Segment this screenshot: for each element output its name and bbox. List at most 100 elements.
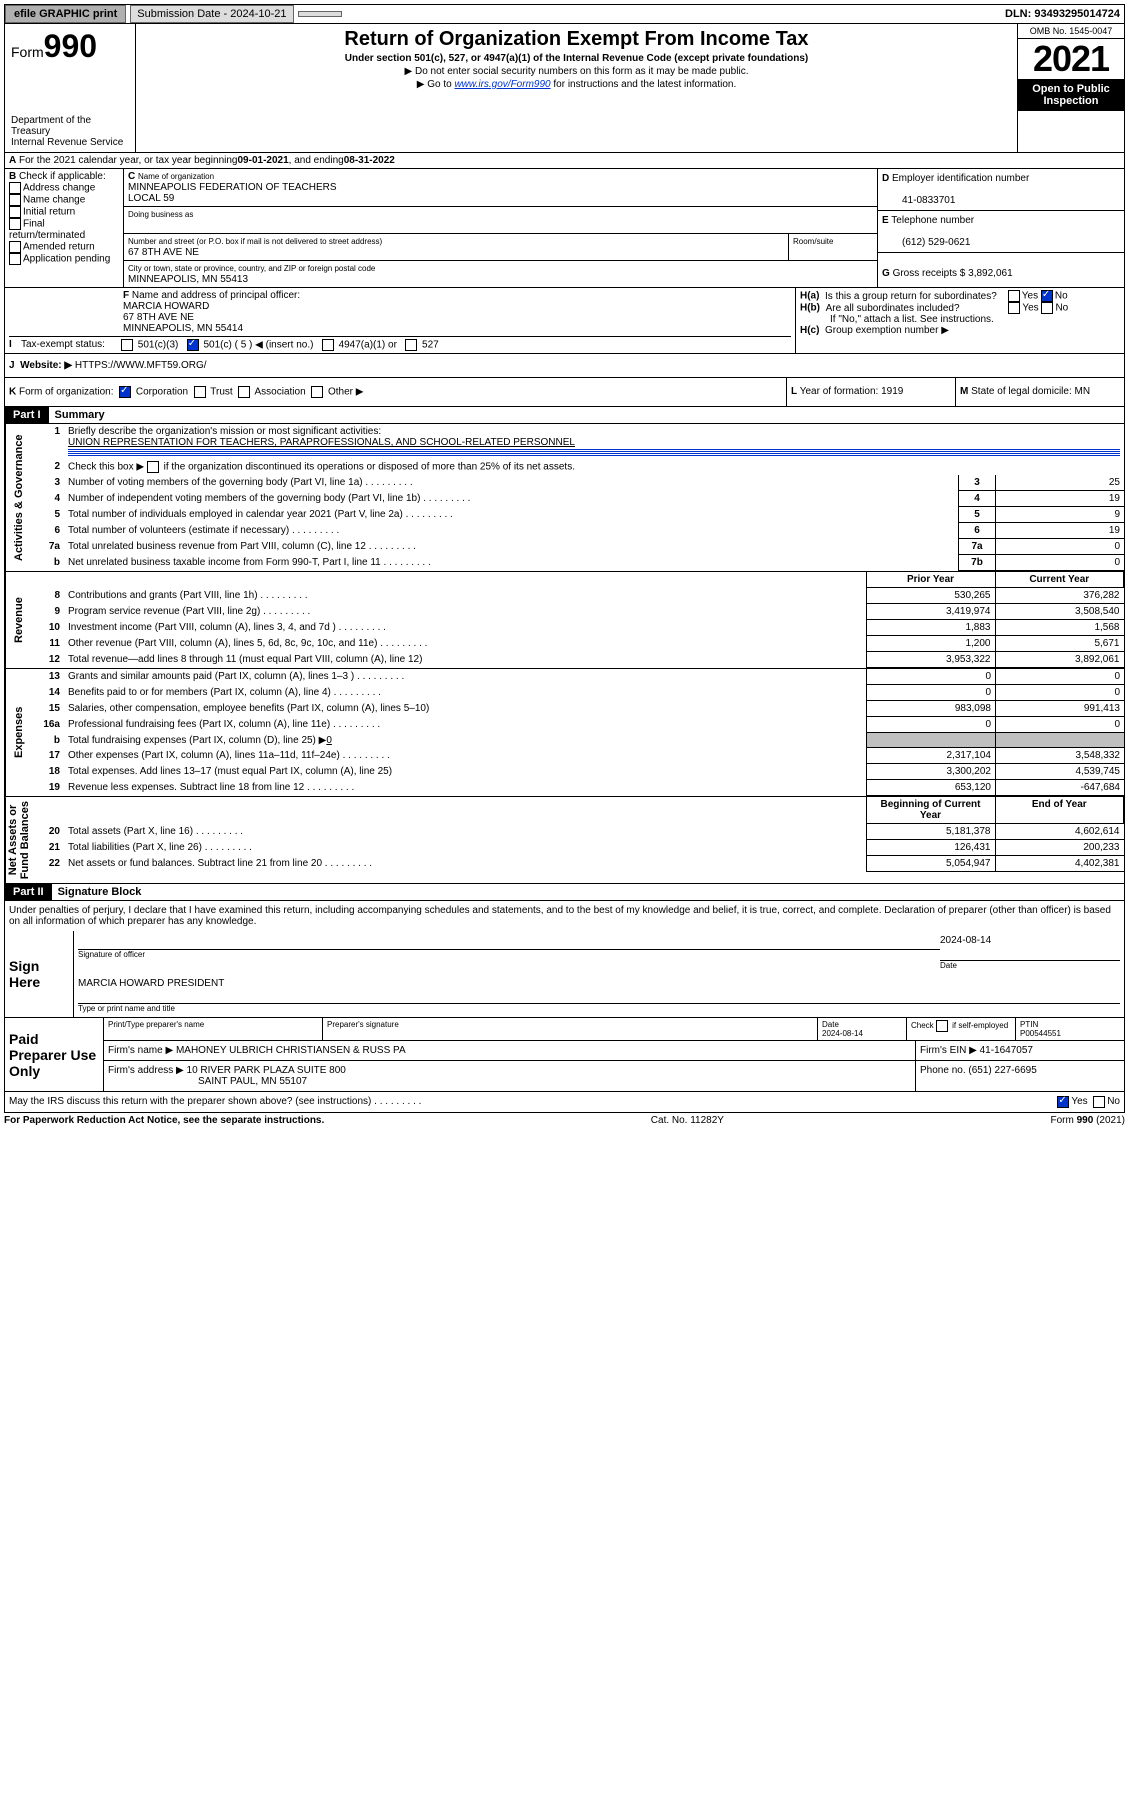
l6-text: Total number of volunteers (estimate if …	[68, 525, 339, 536]
expenses-block: Expenses 13Grants and similar amounts pa…	[4, 669, 1125, 797]
l6-val: 19	[996, 523, 1125, 539]
part1-label: Part I	[5, 407, 49, 423]
vert-netassets: Net Assets or Fund Balances	[5, 797, 32, 883]
i-text: Tax-exempt status:	[21, 339, 121, 351]
ha-yes-checkbox[interactable]	[1008, 290, 1020, 302]
other-checkbox[interactable]	[311, 386, 323, 398]
officer-sign-name: MARCIA HOWARD PRESIDENT	[78, 978, 1120, 989]
hb-note: If "No," attach a list. See instructions…	[800, 314, 1120, 325]
sign-here-label: Sign Here	[5, 931, 74, 1017]
mission-value: UNION REPRESENTATION FOR TEACHERS, PARAP…	[68, 437, 575, 448]
bg-block: B Check if applicable: Address change Na…	[4, 169, 1125, 288]
prep-h4: Check	[911, 1021, 934, 1030]
irs-link[interactable]: www.irs.gov/Form990	[454, 79, 550, 90]
501c3-checkbox[interactable]	[121, 339, 133, 351]
form-word: Form	[11, 44, 44, 60]
l16b-c	[996, 733, 1125, 748]
section-deg: D Employer identification number 41-0833…	[877, 169, 1124, 287]
l22-p: 5,054,947	[866, 856, 995, 872]
l9-num: 9	[32, 604, 64, 620]
trust-checkbox[interactable]	[194, 386, 206, 398]
city-label: City or town, state or province, country…	[128, 264, 375, 273]
m-value: MN	[1075, 386, 1091, 397]
corp-label: Corporation	[136, 387, 188, 398]
self-employed-checkbox[interactable]	[936, 1020, 948, 1032]
l15-text: Salaries, other compensation, employee b…	[68, 703, 429, 714]
m-label: M	[960, 386, 968, 397]
phone-label: Phone no.	[920, 1065, 966, 1076]
vert-activities: Activities & Governance	[5, 424, 32, 571]
hb-yes: Yes	[1022, 303, 1038, 314]
l22-c: 4,402,381	[995, 856, 1124, 872]
summary-table-ag: 1 Briefly describe the organization's mi…	[32, 424, 1124, 571]
line1-num: 1	[32, 424, 64, 459]
efile-button[interactable]: efile GRAPHIC print	[5, 5, 126, 23]
l2-checkbox[interactable]	[147, 461, 159, 473]
sign-date: 2024-08-14	[940, 935, 1120, 946]
org-name: MINNEAPOLIS FEDERATION OF TEACHERS	[128, 182, 337, 193]
paid-prep-label: Paid Preparer Use Only	[5, 1018, 104, 1091]
4947-checkbox[interactable]	[322, 339, 334, 351]
k-text: Form of organization:	[19, 387, 114, 398]
l17-p: 2,317,104	[867, 748, 996, 764]
penalties-text: Under penalties of perjury, I declare th…	[4, 901, 1125, 931]
app-pending-checkbox[interactable]	[9, 253, 21, 265]
l18-c: 4,539,745	[996, 764, 1125, 780]
amended-label: Amended return	[23, 242, 95, 253]
l7b-text: Net unrelated business taxable income fr…	[68, 557, 431, 568]
discuss-row: May the IRS discuss this return with the…	[4, 1092, 1125, 1113]
l7b-num: b	[32, 555, 64, 571]
final-return-checkbox[interactable]	[9, 218, 21, 230]
part1-title: Summary	[49, 409, 105, 421]
part1-header: Part I Summary	[4, 407, 1125, 424]
prep-h5: PTIN	[1020, 1020, 1038, 1029]
hb-yes-checkbox[interactable]	[1008, 302, 1020, 314]
org-name2: LOCAL 59	[128, 193, 174, 204]
dln: DLN: 93493295014724	[1005, 8, 1124, 20]
l16b-p	[867, 733, 996, 748]
assoc-checkbox[interactable]	[238, 386, 250, 398]
corp-checkbox[interactable]	[119, 386, 131, 398]
l6-box: 6	[959, 523, 996, 539]
spacer-box	[298, 11, 342, 17]
a-begin: 09-01-2021	[238, 155, 289, 166]
l8-c: 376,282	[995, 588, 1124, 604]
l21-text: Total liabilities (Part X, line 26)	[68, 842, 252, 853]
l21-c: 200,233	[995, 840, 1124, 856]
501c5-checkbox[interactable]	[187, 339, 199, 351]
prep-h3: Date	[822, 1020, 839, 1029]
a-label: A	[9, 155, 16, 166]
discuss-yes-checkbox[interactable]	[1057, 1096, 1069, 1108]
l10-text: Investment income (Part VIII, column (A)…	[68, 622, 386, 633]
l16a-num: 16a	[32, 717, 64, 733]
hb-no-checkbox[interactable]	[1041, 302, 1053, 314]
firm-label: Firm's name ▶	[108, 1045, 173, 1056]
name-change-checkbox[interactable]	[9, 194, 21, 206]
amended-checkbox[interactable]	[9, 241, 21, 253]
l7a-text: Total unrelated business revenue from Pa…	[68, 541, 416, 552]
addr-change-checkbox[interactable]	[9, 182, 21, 194]
l3-val: 25	[996, 475, 1125, 491]
l15-num: 15	[32, 701, 64, 717]
initial-return-checkbox[interactable]	[9, 206, 21, 218]
527-checkbox[interactable]	[405, 339, 417, 351]
527-label: 527	[422, 340, 439, 351]
gross-receipts: 3,892,061	[968, 268, 1013, 279]
l16b-text: Total fundraising expenses (Part IX, col…	[68, 735, 326, 746]
firm-addr2: SAINT PAUL, MN 55107	[108, 1076, 307, 1087]
discuss-no-checkbox[interactable]	[1093, 1096, 1105, 1108]
ha-no-checkbox[interactable]	[1041, 290, 1053, 302]
dba-label: Doing business as	[128, 210, 193, 219]
l19-p: 653,120	[867, 780, 996, 796]
l18-text: Total expenses. Add lines 13–17 (must eq…	[68, 766, 392, 777]
l19-c: -647,684	[996, 780, 1125, 796]
l3-num: 3	[32, 475, 64, 491]
l7a-num: 7a	[32, 539, 64, 555]
footer-right: Form 990 (2021)	[1051, 1115, 1125, 1126]
form-number: 990	[44, 28, 97, 64]
form-subtitle: Under section 501(c), 527, or 4947(a)(1)…	[142, 53, 1011, 64]
instruction-2: ▶ Go to www.irs.gov/Form990 for instruct…	[142, 79, 1011, 90]
vert-expenses: Expenses	[5, 669, 32, 796]
501c3-label: 501(c)(3)	[138, 340, 179, 351]
c-label: C	[128, 171, 135, 182]
